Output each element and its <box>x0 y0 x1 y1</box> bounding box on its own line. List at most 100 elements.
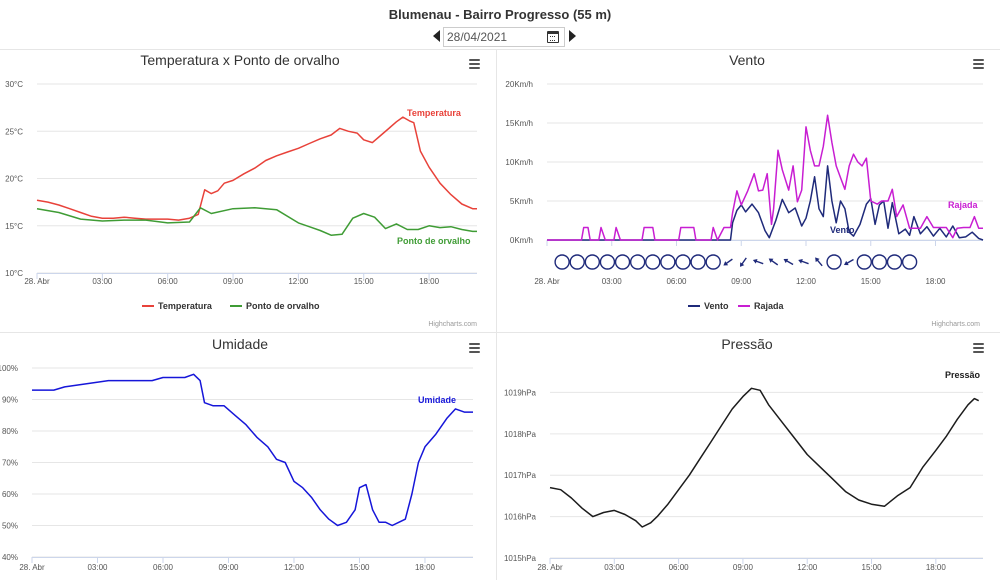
y-tick-label: 1019hPa <box>504 388 537 397</box>
menu-icon-bar <box>973 347 984 349</box>
wind-chart: Vento 0Km/h 5Km/h 10Km/h 15Km/h 20Km/h 28. Abr… <box>505 52 984 328</box>
arrow-head <box>768 258 774 263</box>
calm-wind-marker <box>584 254 601 270</box>
chart-panel-vento: Vento 0Km/h 5Km/h 10Km/h 15Km/h 20Km/h 28. Abr… <box>497 49 1000 332</box>
chart-panel-umidade: Umidade 40% 50% 60% 70% 80% 90% 100% 28. Abr 03:0… <box>0 333 496 580</box>
chart-menu-icon[interactable] <box>469 59 480 69</box>
y-tick-label: 1016hPa <box>504 513 537 522</box>
y-tick-label: 30°C <box>5 80 23 89</box>
x-tick-label: 09:00 <box>223 277 244 286</box>
calm-wind-marker <box>901 254 918 270</box>
chart-panel-temperatura: Temperatura x Ponto de orvalho 10°C 15°C 20… <box>0 49 496 332</box>
x-tick-label: 06:00 <box>153 563 174 572</box>
x-tick-label: 12:00 <box>284 563 305 572</box>
chart-title: Pressão <box>721 336 773 352</box>
series-line-1 <box>549 387 980 528</box>
arrow-head <box>723 261 729 266</box>
menu-icon-bar <box>469 351 480 353</box>
legend-item[interactable]: Ponto de orvalho <box>230 301 320 311</box>
y-tick-label: 20Km/h <box>505 80 533 89</box>
legend-label: Vento <box>704 301 729 311</box>
x-tick-label: 09:00 <box>733 563 754 572</box>
y-tick-label: 25°C <box>5 127 23 136</box>
temperature-dewpoint-chart: Temperatura x Ponto de orvalho 10°C 15°C 20… <box>5 52 480 328</box>
legend-label: Ponto de orvalho <box>246 301 320 311</box>
chart-title: Temperatura x Ponto de orvalho <box>140 52 339 68</box>
wind-direction-arrow-icon <box>783 258 794 266</box>
series-label: Vento <box>830 225 855 235</box>
x-tick-label: 28. Abr <box>534 277 560 286</box>
x-tick-label: 15:00 <box>354 277 375 286</box>
menu-icon-bar <box>469 67 480 69</box>
pressure-chart: Pressão 1015hPa 1016hPa 1017hPa 1018hPa 1019h… <box>504 336 984 572</box>
y-tick-label: 40% <box>2 553 18 562</box>
x-tick-label: 12:00 <box>797 563 818 572</box>
menu-icon-bar <box>469 63 480 65</box>
legend-item[interactable]: Vento <box>688 301 729 311</box>
x-tick-label: 06:00 <box>669 563 690 572</box>
calm-wind-marker <box>826 254 842 270</box>
series-line-2 <box>547 114 983 241</box>
chart-menu-icon[interactable] <box>973 343 984 353</box>
x-tick-label: 03:00 <box>604 563 625 572</box>
series-label: Pressão <box>945 370 981 380</box>
x-tick-label: 18:00 <box>415 563 436 572</box>
date-input[interactable] <box>443 27 565 47</box>
x-tick-label: 18:00 <box>926 563 947 572</box>
x-tick-label: 28. Abr <box>19 563 45 572</box>
arrow-head <box>798 258 803 264</box>
calendar-icon[interactable] <box>547 31 559 43</box>
chart-menu-icon[interactable] <box>973 59 984 69</box>
series-line-2 <box>36 207 477 236</box>
x-tick-label: 15:00 <box>349 563 370 572</box>
y-tick-label: 15°C <box>5 222 23 231</box>
arrow-head <box>843 260 849 266</box>
menu-icon-bar <box>469 347 480 349</box>
x-tick-label: 28. Abr <box>537 563 563 572</box>
y-tick-label: 15Km/h <box>505 119 533 128</box>
wind-direction-arrow-icon <box>798 258 809 265</box>
date-navigator <box>431 27 581 47</box>
menu-icon-bar <box>973 343 984 345</box>
calm-wind-marker <box>554 254 570 270</box>
legend-item[interactable]: Rajada <box>738 301 785 311</box>
wind-direction-arrow-icon <box>768 258 779 266</box>
arrow-head <box>783 258 789 264</box>
y-tick-label: 70% <box>2 459 18 468</box>
x-tick-label: 09:00 <box>731 277 752 286</box>
station-title: Blumenau - Bairro Progresso (55 m) <box>388 7 612 22</box>
arrow-head <box>752 258 758 264</box>
menu-icon-bar <box>469 343 480 345</box>
x-tick-label: 18:00 <box>925 277 946 286</box>
calm-wind-marker <box>614 254 631 270</box>
credits-link: Highcharts.com <box>931 321 980 328</box>
next-day-arrow-icon[interactable] <box>569 30 576 42</box>
series-line-1 <box>36 116 477 221</box>
calm-wind-marker <box>645 254 661 270</box>
calm-wind-marker <box>569 254 585 270</box>
legend-label: Temperatura <box>158 301 213 311</box>
calm-wind-marker <box>629 254 646 270</box>
wind-direction-arrow-icon <box>843 258 854 266</box>
legend-item[interactable]: Temperatura <box>142 301 213 311</box>
y-tick-label: 10°C <box>5 269 23 278</box>
series-line-1 <box>547 165 984 241</box>
arrow-head <box>815 257 820 263</box>
y-tick-label: 0Km/h <box>510 236 533 245</box>
chart-menu-icon[interactable] <box>469 343 480 353</box>
series-label: Umidade <box>418 395 456 405</box>
x-tick-label: 15:00 <box>862 563 883 572</box>
chart-title: Vento <box>729 52 765 68</box>
x-tick-label: 06:00 <box>158 277 179 286</box>
menu-icon-bar <box>973 59 984 61</box>
previous-day-arrow-icon[interactable] <box>433 30 440 42</box>
y-tick-label: 1017hPa <box>504 471 537 480</box>
calm-wind-marker <box>871 254 888 270</box>
wind-direction-arrow-icon <box>739 257 747 267</box>
y-tick-label: 80% <box>2 427 18 436</box>
x-tick-label: 03:00 <box>92 277 113 286</box>
calm-wind-marker <box>599 254 616 270</box>
calm-wind-marker <box>856 254 872 270</box>
x-tick-label: 09:00 <box>218 563 239 572</box>
y-tick-label: 50% <box>2 522 18 531</box>
